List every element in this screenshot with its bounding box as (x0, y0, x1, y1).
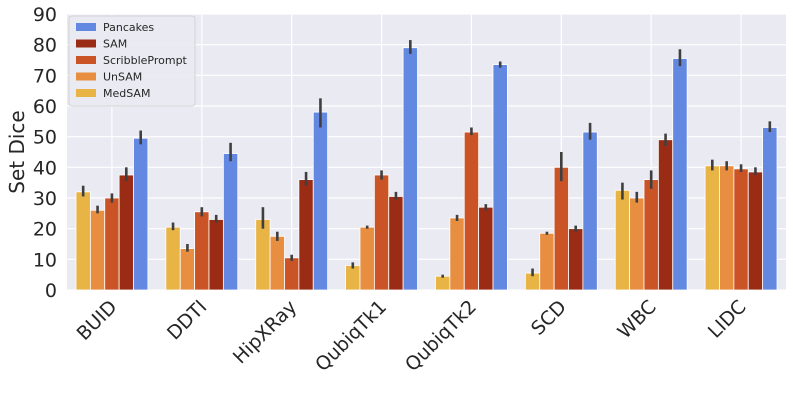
bar-hipxray-unsam (269, 235, 285, 291)
bar-lidc-pancakes (762, 127, 778, 291)
y-tick-label-30: 30 (33, 188, 57, 210)
bar-qubiqtk2-unsam (449, 217, 465, 291)
bar-wbc-sam (657, 139, 674, 291)
bar-qubiqtk2-scribbleprompt (463, 131, 480, 291)
bar-qubiqtk1-scribbleprompt (373, 174, 390, 291)
legend-box (68, 15, 196, 107)
bar-wbc-unsam (629, 197, 645, 291)
bar-wbc-pancakes (672, 58, 688, 291)
bar-lidc-sam (747, 171, 764, 291)
bar-lidc-scribbleprompt (733, 168, 749, 291)
bar-hipxray-medsam (255, 219, 271, 291)
legend-swatch-unsam (76, 72, 96, 81)
legend-label-unsam: UnSAM (103, 71, 142, 84)
x-tick-label-buid: BUID (73, 296, 122, 345)
bar-hipxray-pancakes (312, 111, 329, 291)
bar-ddti-pancakes (222, 153, 239, 291)
legend-swatch-medsam (76, 89, 96, 97)
bar-qubiqtk2-pancakes (492, 64, 508, 291)
bar-qubiqtk2-sam (478, 206, 494, 291)
legend-swatch-scribbleprompt (76, 56, 96, 64)
bar-wbc-medsam (614, 189, 631, 291)
legend-swatch-pancakes (76, 23, 96, 31)
bar-ddti-scribbleprompt (194, 211, 210, 291)
y-axis-label: Set Dice (5, 110, 29, 193)
legend-label-medsam: MedSAM (103, 87, 150, 100)
bar-hipxray-sam (298, 179, 314, 291)
bars (75, 47, 778, 291)
bar-buid-pancakes (133, 137, 149, 291)
bar-ddti-unsam (179, 248, 196, 291)
y-tick-label-10: 10 (33, 249, 57, 271)
legend-label-pancakes: Pancakes (103, 21, 154, 34)
x-tick-labels: BUID DDTI HipXRay QubiqTk1 QubiqTk2 SCD WBC LID… (73, 296, 751, 376)
y-tick-label-80: 80 (33, 35, 57, 57)
bar-buid-sam (118, 174, 134, 291)
bar-scd-unsam (539, 232, 555, 291)
y-tick-label-0: 0 (45, 280, 57, 302)
bar-scd-scribbleprompt (553, 166, 569, 291)
bar-qubiqtk1-pancakes (402, 47, 418, 291)
bar-qubiqtk1-unsam (359, 226, 375, 291)
x-tick-label-wbc: WBC (614, 296, 661, 343)
x-tick-label-hipxray: HipXRay (229, 296, 301, 368)
legend: Pancakes SAM ScribblePrompt UnSAM MedSAM (68, 15, 196, 107)
y-tick-label-90: 90 (33, 4, 57, 26)
bar-qubiqtk1-sam (388, 196, 404, 291)
bar-buid-scribbleprompt (104, 197, 120, 291)
x-tick-label-scd: SCD (527, 296, 571, 340)
bar-qubiqtk2-medsam (435, 275, 451, 291)
x-tick-label-qubiqtk1: QubiqTk1 (311, 296, 391, 376)
y-tick-labels: 0 10 20 30 40 50 60 70 80 90 (33, 4, 57, 302)
bar-wbc-scribbleprompt (643, 179, 659, 291)
bar-scd-pancakes (582, 131, 598, 291)
bar-qubiqtk1-medsam (345, 265, 361, 291)
y-tick-label-60: 60 (33, 96, 57, 118)
legend-label-sam: SAM (103, 38, 127, 51)
bar-lidc-unsam (719, 165, 735, 291)
y-tick-label-70: 70 (33, 65, 57, 87)
y-tick-label-50: 50 (33, 127, 57, 149)
x-tick-label-qubiqtk2: QubiqTk2 (401, 296, 481, 376)
y-tick-label-40: 40 (33, 157, 57, 179)
bar-buid-medsam (75, 191, 91, 291)
x-tick-label-lidc: LIDC (704, 296, 751, 343)
bar-ddti-medsam (165, 226, 181, 291)
bar-hipxray-scribbleprompt (284, 257, 300, 291)
bar-ddti-sam (208, 219, 224, 291)
error-bars (81, 40, 772, 278)
legend-label-scribbleprompt: ScribblePrompt (103, 54, 188, 67)
bar-scd-sam (568, 228, 584, 291)
legend-swatch-sam (76, 39, 96, 48)
bar-buid-unsam (89, 209, 106, 291)
x-tick-label-ddti: DDTI (163, 296, 211, 344)
y-tick-label-20: 20 (33, 219, 57, 241)
bar-lidc-medsam (704, 165, 720, 291)
